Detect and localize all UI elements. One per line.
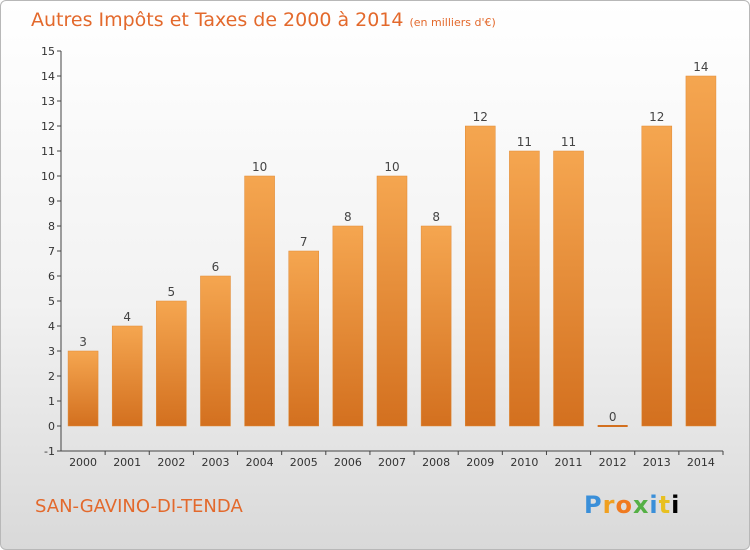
commune-name: SAN-GAVINO-DI-TENDA [35,496,243,517]
y-tick-label: 10 [41,170,55,183]
x-tick-label: 2008 [422,456,450,469]
bar [67,350,99,427]
x-tick-label: 2007 [378,456,406,469]
y-tick-label: 9 [48,195,55,208]
x-tick-label: 2014 [687,456,715,469]
bar [156,300,187,427]
bar-value-label: 11 [517,135,532,149]
bar [376,175,408,427]
chart-subtitle: (en milliers d'€) [409,16,496,29]
y-tick-label: 4 [48,320,55,333]
bar [465,125,496,427]
y-tick-label: 14 [41,70,55,83]
y-tick-label: 11 [41,145,55,158]
chart-bars [67,75,717,427]
chart-labels: 3 2000 4 2001 5 2002 6 2003 10 2004 7 2005 8 2006 10 20… [69,60,715,469]
y-tick-label: 5 [48,295,55,308]
y-tick-label: 7 [48,245,55,258]
bar-value-label: 6 [212,260,220,274]
y-tick-label: 6 [48,270,55,283]
bar [685,75,717,427]
bar-value-label: 8 [344,210,352,224]
x-tick-label: 2003 [201,456,229,469]
bar [332,225,364,427]
bar-value-label: 10 [384,160,399,174]
chart-title: Autres Impôts et Taxes de 2000 à 2014 (en… [31,9,496,31]
bar-value-label: 12 [649,110,664,124]
x-tick-label: 2012 [599,456,627,469]
proxiti-logo[interactable]: Proxiti [584,491,681,519]
bar [200,275,231,427]
y-tick-label: -1 [44,445,55,458]
x-tick-label: 2009 [466,456,494,469]
y-tick-label: 15 [41,45,55,58]
bar [288,250,319,427]
y-tick-label: 1 [48,395,55,408]
bar-value-label: 12 [473,110,488,124]
x-tick-label: 2004 [246,456,274,469]
y-tick-label: 12 [41,120,55,133]
bar-value-label: 7 [300,235,308,249]
bar-value-label: 11 [561,135,576,149]
y-tick-label: 13 [41,95,55,108]
x-tick-label: 2001 [113,456,141,469]
bar-value-label: 14 [693,60,708,74]
bar-value-label: 10 [252,160,267,174]
x-tick-label: 2006 [334,456,362,469]
bar-value-label: 8 [432,210,440,224]
y-tick-label: 8 [48,220,55,233]
x-tick-label: 2005 [290,456,318,469]
y-tick-label: 2 [48,370,55,383]
y-tick-label: 0 [48,420,55,433]
x-tick-label: 2011 [555,456,583,469]
bar [509,150,540,427]
x-tick-label: 2013 [643,456,671,469]
bar-value-label: 5 [168,285,176,299]
bar [641,125,673,427]
x-tick-label: 2010 [510,456,538,469]
x-tick-label: 2002 [157,456,185,469]
bar-value-label: 0 [609,410,617,424]
bar [420,225,452,427]
bar [111,325,143,427]
bar [244,175,275,427]
chart-title-text: Autres Impôts et Taxes de 2000 à 2014 [31,9,404,31]
bar-value-label: 4 [123,310,131,324]
bar [553,150,584,427]
y-tick-label: 3 [48,345,55,358]
x-tick-label: 2000 [69,456,97,469]
bar-value-label: 3 [79,335,87,349]
